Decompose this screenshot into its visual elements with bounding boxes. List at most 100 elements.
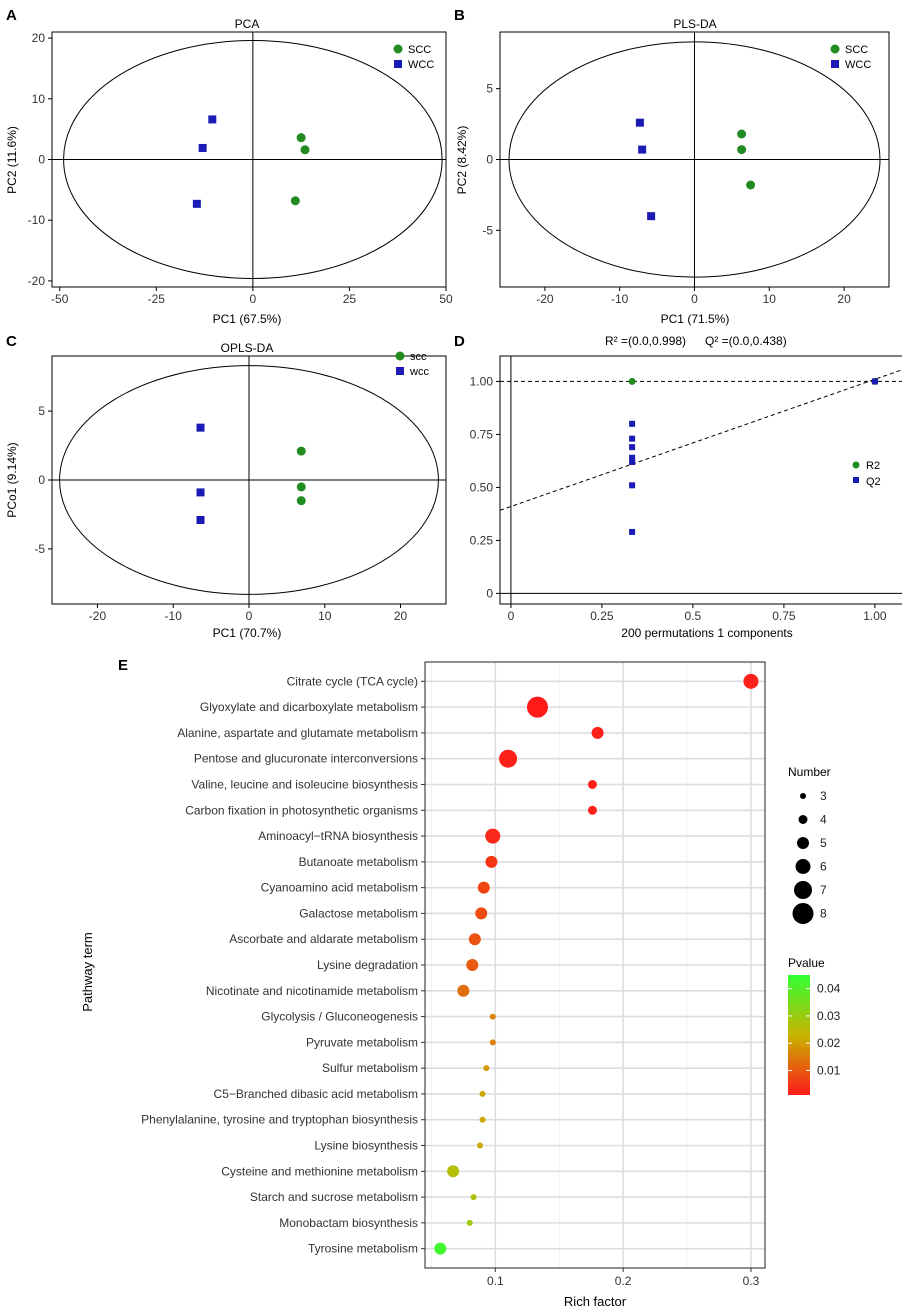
plsda-plot: -20 -10 0 10 20 -5 0 5 xyxy=(482,31,890,306)
pca-ylabel: PC2 (11.6%) xyxy=(5,126,19,194)
pathway-label: Valine, leucine and isoleucine biosynthe… xyxy=(191,777,418,791)
oplsda-title: OPLS-DA xyxy=(221,341,274,355)
x-tick-label: 0.25 xyxy=(590,609,614,623)
pathway-label: Pyruvate metabolism xyxy=(306,1035,418,1049)
size-legend-marker xyxy=(795,859,811,874)
pathway-label: Carbon fixation in photosynthetic organi… xyxy=(185,803,418,817)
x-tick-label: -20 xyxy=(536,292,554,306)
y-tick-label: 0 xyxy=(486,586,493,600)
size-legend-label: 3 xyxy=(820,789,827,803)
x-tick-label: 0.3 xyxy=(743,1274,760,1288)
pathway-bubble xyxy=(483,1065,490,1072)
legend-scc-label: SCC xyxy=(845,44,868,56)
color-legend-title: Pvalue xyxy=(788,956,825,970)
pvalue-color-legend: Pvalue 0.01 0.02 0.03 0.04 xyxy=(788,956,841,1095)
pathway-label: Butanoate metabolism xyxy=(299,855,418,869)
pathway-label: Cyanoamino acid metabolism xyxy=(261,881,418,895)
pathway-bubble xyxy=(743,673,759,689)
data-point-wcc xyxy=(196,423,205,432)
pathway-label: Aminoacyl−tRNA biosynthesis xyxy=(258,829,418,843)
data-point-scc xyxy=(300,145,310,155)
legend-r2-marker xyxy=(852,461,860,469)
legend-scc-marker xyxy=(393,44,403,54)
pca-legend: SCC WCC xyxy=(393,44,434,71)
oplsda-plot: -20 -10 0 10 20 -5 0 5 xyxy=(34,355,447,623)
pathway-bubble xyxy=(477,881,490,894)
panel-label-d: D xyxy=(454,333,465,350)
panel-label-e: E xyxy=(118,657,128,674)
oplsda-legend: scc wcc xyxy=(395,351,429,378)
x-tick-label: -50 xyxy=(51,292,69,306)
data-point-wcc xyxy=(192,199,201,208)
legend-wcc-label: WCC xyxy=(845,59,871,71)
pathway-label: Monobactam biosynthesis xyxy=(279,1216,418,1230)
plot-area xyxy=(52,356,446,604)
pathway-label: Lysine biosynthesis xyxy=(314,1139,418,1153)
pathway-label: Cysteine and methionine metabolism xyxy=(221,1164,418,1178)
oplsda-xlabel: PC1 (70.7%) xyxy=(213,626,282,640)
plsda-legend: SCC WCC xyxy=(830,44,871,71)
x-tick-label: 20 xyxy=(394,609,408,623)
legend-q2-label: Q2 xyxy=(866,476,881,488)
y-tick-label: 0 xyxy=(486,153,493,167)
pathway-label: Sulfur metabolism xyxy=(322,1061,418,1075)
data-point-scc xyxy=(737,129,747,139)
data-point-scc xyxy=(746,180,756,190)
size-legend-marker xyxy=(800,793,806,799)
pathway-label: Starch and sucrose metabolism xyxy=(250,1190,418,1204)
regression-line xyxy=(500,369,902,511)
pathway-label: Ascorbate and aldarate metabolism xyxy=(229,932,418,946)
legend-wcc-marker xyxy=(396,367,404,375)
color-legend-label: 0.04 xyxy=(817,982,841,996)
size-legend-marker xyxy=(794,881,812,899)
legend-scc-marker xyxy=(395,351,405,361)
data-point-q2 xyxy=(629,482,636,489)
plot-area xyxy=(52,32,446,287)
y-tick-label: -5 xyxy=(482,223,493,237)
pathway-bubble xyxy=(470,1194,477,1201)
x-tick-label: 20 xyxy=(837,292,851,306)
x-tick-label: 0 xyxy=(691,292,698,306)
data-point-wcc xyxy=(198,143,207,152)
enrichment-xlabel: Rich factor xyxy=(564,1294,627,1309)
permutation-xlabel: 200 permutations 1 components xyxy=(621,626,792,640)
y-tick-label: 5 xyxy=(38,404,45,418)
pathway-bubble xyxy=(476,1142,483,1149)
y-tick-label: -5 xyxy=(34,542,45,556)
y-tick-label: 0.75 xyxy=(470,427,494,441)
x-tick-label: 0 xyxy=(508,609,515,623)
pathway-label: Lysine degradation xyxy=(317,958,418,972)
permutation-r2-title: R² =(0.0,0.998) xyxy=(605,334,686,348)
data-point-wcc xyxy=(208,115,217,124)
x-tick-label: 0 xyxy=(246,609,253,623)
x-tick-label: 25 xyxy=(343,292,357,306)
data-point-scc xyxy=(290,196,300,206)
x-tick-label: 0.2 xyxy=(615,1274,632,1288)
y-tick-label: 20 xyxy=(32,31,46,45)
pathway-bubble xyxy=(466,959,479,971)
pathway-bubble xyxy=(526,696,548,718)
enrichment-bubble-plot: Citrate cycle (TCA cycle) Glyoxylate and … xyxy=(141,661,766,1288)
data-point-wcc xyxy=(196,515,205,524)
legend-q2-marker xyxy=(853,477,859,483)
x-tick-label: -10 xyxy=(165,609,183,623)
pathway-bubble xyxy=(485,828,501,844)
pathway-bubble xyxy=(447,1165,460,1178)
pathway-bubble xyxy=(434,1242,447,1255)
data-point-q2 xyxy=(629,454,636,461)
size-legend-label: 5 xyxy=(820,836,827,850)
pca-xlabel: PC1 (67.5%) xyxy=(213,312,282,326)
color-legend-bar xyxy=(788,975,810,1095)
enrichment-ylabel: Pathway term xyxy=(80,932,95,1011)
pathway-label: Nicotinate and nicotinamide metabolism xyxy=(206,984,418,998)
plot-frame xyxy=(499,355,902,605)
pathway-bubble xyxy=(499,749,518,768)
pathway-label: Citrate cycle (TCA cycle) xyxy=(287,674,418,688)
permutation-plot: 0 0.25 0.5 0.75 1.00 0 0.25 0.50 0.75 1.00 xyxy=(470,355,902,623)
x-tick-label: 10 xyxy=(763,292,777,306)
data-point-wcc xyxy=(647,212,656,221)
x-tick-label: 0.5 xyxy=(685,609,702,623)
legend-scc-label: SCC xyxy=(408,44,431,56)
plsda-xlabel: PC1 (71.5%) xyxy=(661,312,730,326)
